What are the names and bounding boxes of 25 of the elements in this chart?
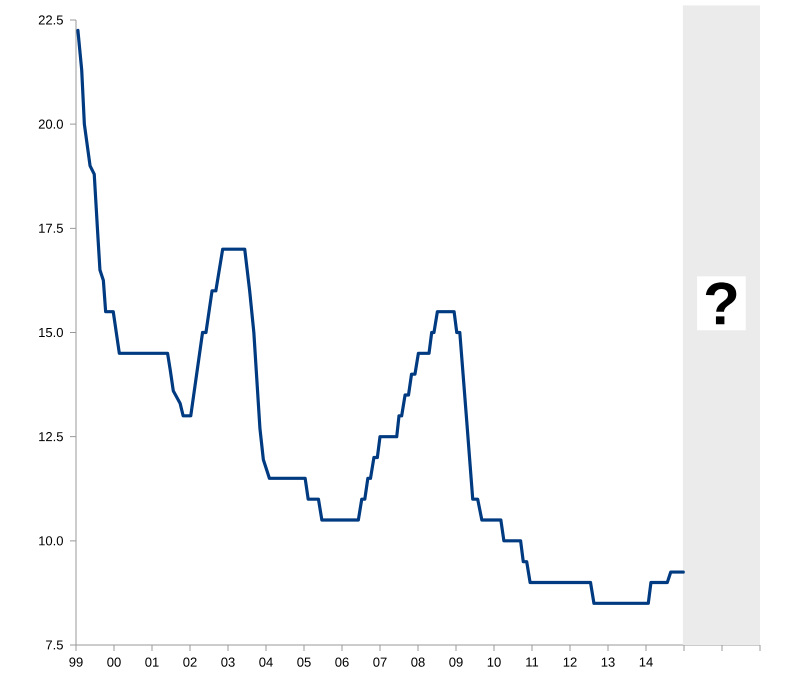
y-tick-label: 22.5	[38, 15, 63, 25]
y-tick-label: 12.5	[39, 432, 63, 442]
x-tick-label: 14	[640, 658, 653, 666]
x-tick-label: 06	[335, 658, 349, 667]
y-tick-label: 15.0	[39, 328, 63, 338]
y-tick-label: 7.5	[46, 640, 63, 650]
x-tick-label: 13	[602, 658, 615, 667]
band-label: ?	[706, 282, 736, 324]
x-tick-label: 09	[449, 658, 463, 667]
x-tick-label: 03	[221, 658, 235, 667]
x-tick-label: 12	[564, 658, 577, 667]
x-tick-label: 11	[526, 658, 538, 666]
y-tick-label: 20.0	[38, 120, 63, 129]
x-tick-label: 07	[373, 658, 387, 667]
x-tick-label: 08	[411, 658, 425, 667]
x-tick-label: 99	[69, 658, 83, 667]
x-tick-label: 01	[145, 658, 159, 667]
x-tick-label: 00	[107, 658, 121, 667]
x-tick-label: 05	[297, 658, 311, 667]
line-series	[76, 28, 685, 605]
y-tick-label: 10.0	[39, 536, 63, 546]
x-tick-label: 04	[259, 658, 273, 667]
x-tick-label: 02	[183, 658, 197, 667]
x-tick-label: 10	[488, 658, 501, 667]
y-tick-label: 17.5	[39, 224, 63, 233]
